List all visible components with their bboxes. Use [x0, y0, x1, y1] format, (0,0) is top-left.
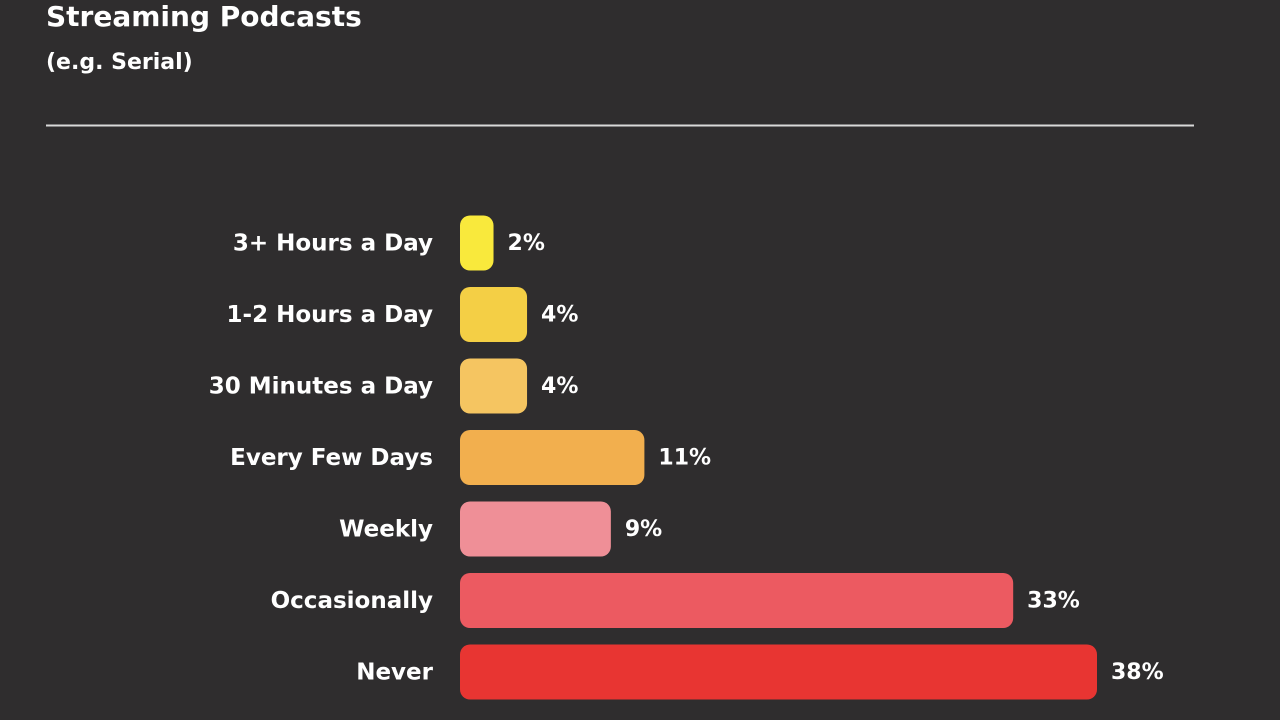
- value-label: 33%: [1027, 589, 1080, 614]
- value-label: 38%: [1111, 660, 1164, 685]
- value-label: 4%: [541, 303, 578, 328]
- category-label: Weekly: [339, 517, 433, 543]
- value-label: 4%: [541, 374, 578, 399]
- bar: [460, 287, 528, 342]
- bar: [460, 358, 528, 414]
- bar: [460, 215, 494, 271]
- category-label: 3+ Hours a Day: [233, 231, 433, 257]
- category-label: Occasionally: [271, 588, 433, 614]
- bar: [460, 644, 1097, 700]
- category-label: Never: [356, 660, 433, 686]
- value-label: 2%: [508, 231, 545, 256]
- chart-subtitle: (e.g. Serial): [46, 50, 193, 75]
- chart-title: Streaming Podcasts: [46, 0, 362, 33]
- value-label: 11%: [658, 446, 711, 471]
- category-label: 30 Minutes a Day: [209, 374, 433, 400]
- category-label: 1-2 Hours a Day: [227, 302, 433, 328]
- bar: [460, 430, 645, 485]
- bar: [460, 501, 611, 557]
- category-label: Every Few Days: [230, 445, 433, 471]
- value-label: 9%: [625, 517, 662, 542]
- bar: [460, 573, 1014, 628]
